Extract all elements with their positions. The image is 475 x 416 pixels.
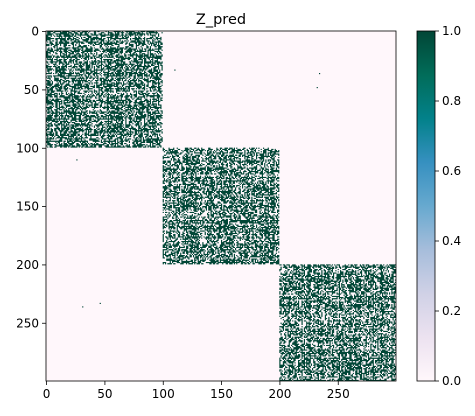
y-tick-label: 0 xyxy=(31,25,39,39)
x-tick-label: 100 xyxy=(152,387,175,401)
heatmap-plot-area xyxy=(45,30,397,382)
colorbar-bar xyxy=(416,30,436,382)
y-tick-label: 150 xyxy=(16,200,39,214)
x-tick-label: 150 xyxy=(210,387,233,401)
x-tick-label: 250 xyxy=(327,387,350,401)
colorbar-tick-label: 0.2 xyxy=(442,304,461,318)
x-tick-label: 200 xyxy=(268,387,291,401)
heatmap-cells xyxy=(46,31,396,381)
x-tick-label: 0 xyxy=(43,387,51,401)
heatmap-block-cells xyxy=(46,31,163,148)
colorbar-tick-label: 0.8 xyxy=(442,94,461,108)
heatmap-cell xyxy=(319,73,321,75)
y-tick-label: 200 xyxy=(16,258,39,272)
y-tick-label: 250 xyxy=(16,316,39,330)
heatmap-cell xyxy=(99,302,101,304)
plot-frame xyxy=(45,30,397,382)
heatmap-cell xyxy=(82,306,84,308)
heatmap-block-cells xyxy=(162,147,280,265)
colorbar-tick-label: 0.6 xyxy=(442,164,461,178)
colorbar: 0.0 0.2 0.4 0.6 0.8 1.0 xyxy=(416,24,461,388)
heatmap-cell xyxy=(174,69,176,71)
heatmap-block xyxy=(279,264,396,381)
y-axis: 0 50 100 150 200 250 xyxy=(16,25,46,330)
heatmap-block xyxy=(162,147,280,265)
chart-title: Z_pred xyxy=(196,12,246,28)
x-tick-label: 50 xyxy=(97,387,112,401)
heatmap-block-cells xyxy=(279,264,396,381)
colorbar-tick-label: 1.0 xyxy=(442,24,461,38)
heatmap-cell xyxy=(76,159,78,161)
colorbar-tick-label: 0.4 xyxy=(442,234,461,248)
y-tick-label: 100 xyxy=(16,141,39,155)
heatmap-block xyxy=(46,31,163,148)
y-tick-label: 50 xyxy=(24,83,39,97)
heatmap-cell xyxy=(316,87,318,89)
colorbar-tick-label: 0.0 xyxy=(442,374,461,388)
x-axis: 0 50 100 150 200 250 xyxy=(43,381,350,401)
